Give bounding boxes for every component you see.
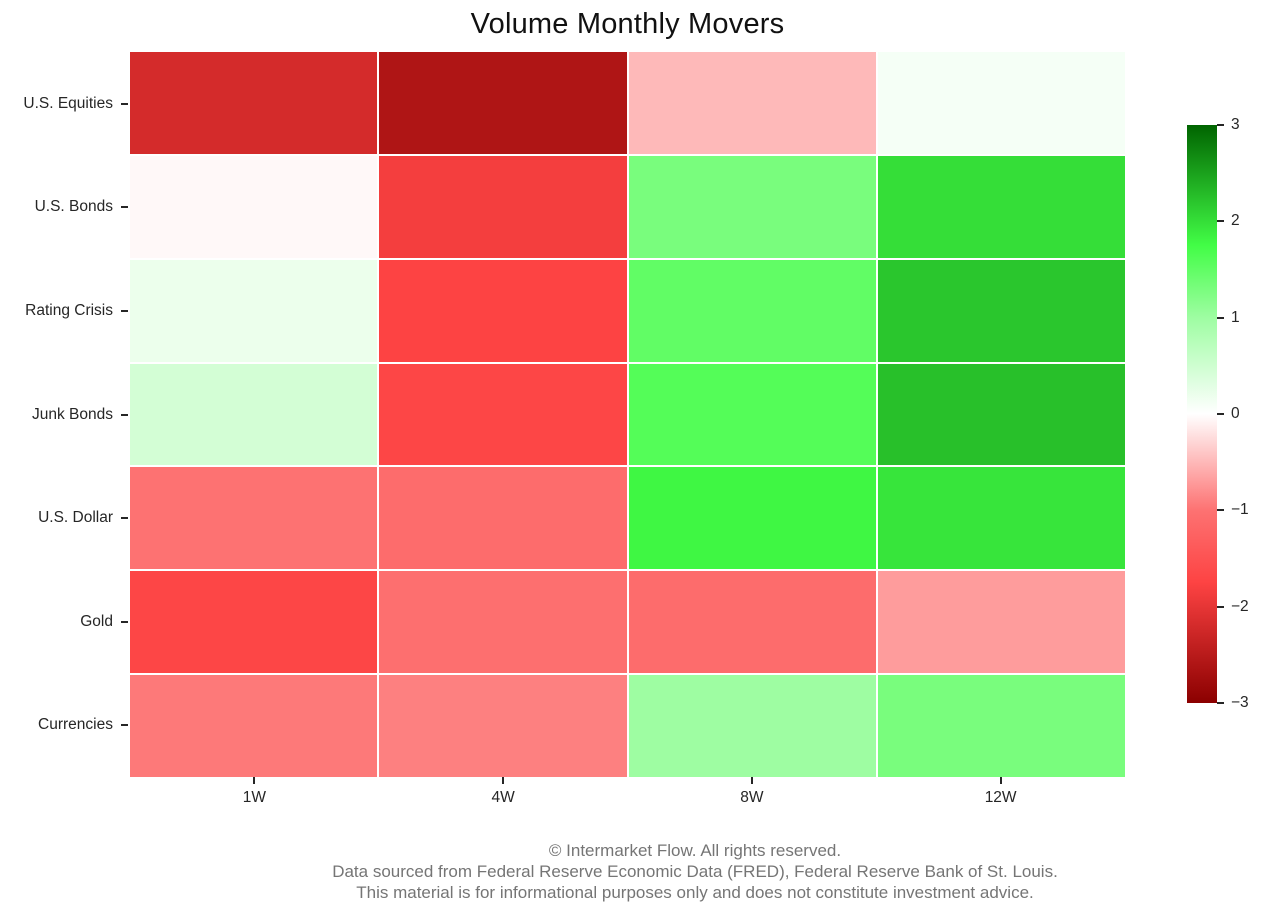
- heatmap-cell-5-0: [130, 571, 378, 674]
- x-axis-label: 1W: [242, 789, 266, 806]
- chart-title: Volume Monthly Movers: [470, 8, 785, 40]
- heatmap-cell-2-0: [130, 259, 378, 362]
- heatmap-cell-3-1: [379, 363, 627, 466]
- heatmap-cell-4-3: [877, 467, 1125, 570]
- y-axis-label: Junk Bonds: [32, 405, 113, 423]
- x-axis-label: 8W: [740, 789, 764, 806]
- footer-line: © Intermarket Flow. All rights reserved.: [548, 841, 842, 860]
- colorbar-tick-label: −2: [1231, 597, 1249, 615]
- colorbar-tick-label: −1: [1231, 501, 1249, 519]
- heatmap-cell-6-1: [379, 675, 627, 777]
- colorbar-tick-label: 1: [1231, 308, 1240, 326]
- heatmap-cell-4-1: [379, 467, 627, 570]
- colorbar-tick: [1217, 605, 1224, 608]
- heatmap-cell-3-0: [130, 363, 378, 466]
- heatmap-cell-4-2: [628, 467, 876, 570]
- y-axis-label: U.S. Equities: [23, 94, 113, 112]
- heatmap-cell-0-0: [130, 52, 378, 154]
- x-axis-tick: [999, 777, 1002, 784]
- heatmap-cell-0-1: [379, 52, 627, 154]
- y-axis-label: U.S. Dollar: [38, 509, 113, 527]
- heatmap-cell-2-3: [877, 259, 1125, 362]
- y-axis-label: Rating Crisis: [25, 301, 113, 319]
- y-axis-tick: [121, 309, 128, 312]
- colorbar-tick: [1217, 702, 1224, 704]
- x-axis-tick: [253, 777, 256, 784]
- y-axis-tick: [121, 724, 128, 727]
- y-axis-label: Currencies: [38, 716, 113, 734]
- heatmap-cell-2-2: [628, 259, 876, 362]
- y-axis-tick: [121, 620, 128, 623]
- colorbar-tick: [1217, 413, 1224, 415]
- colorbar-tick-label: 3: [1231, 116, 1240, 133]
- heatmap-cell-1-2: [628, 155, 876, 258]
- heatmap-cell-6-0: [130, 675, 378, 777]
- colorbar-tick: [1217, 509, 1224, 512]
- heatmap-cell-5-2: [628, 571, 876, 674]
- heatmap-cell-3-3: [877, 363, 1125, 466]
- heatmap-cell-2-1: [379, 259, 627, 362]
- heatmap-cell-6-3: [877, 675, 1125, 777]
- heatmap-cell-6-2: [628, 675, 876, 777]
- x-axis-tick: [750, 777, 753, 784]
- heatmap-cell-4-0: [130, 467, 378, 570]
- heatmap-cell-1-3: [877, 155, 1125, 258]
- x-axis-tick: [502, 777, 505, 784]
- footer-line: Data sourced from Federal Reserve Econom…: [332, 862, 1058, 881]
- x-axis-label: 4W: [491, 789, 515, 806]
- y-axis-label: Gold: [80, 612, 113, 630]
- y-axis-label: U.S. Bonds: [34, 198, 113, 216]
- y-axis-tick: [121, 517, 128, 520]
- heatmap-cell-1-0: [130, 155, 378, 258]
- footer: © Intermarket Flow. All rights reserved.…: [128, 840, 1262, 903]
- colorbar-tick-label: −3: [1231, 694, 1249, 711]
- y-axis-tick: [121, 206, 128, 209]
- heatmap-cell-3-2: [628, 363, 876, 466]
- heatmap: [130, 52, 1125, 777]
- heatmap-cell-0-3: [877, 52, 1125, 154]
- heatmap-cell-5-3: [877, 571, 1125, 674]
- colorbar-tick: [1217, 220, 1224, 223]
- heatmap-cell-0-2: [628, 52, 876, 154]
- footer-line: This material is for informational purpo…: [356, 883, 1034, 902]
- y-axis-tick: [121, 102, 128, 105]
- colorbar-tick: [1217, 124, 1224, 126]
- x-axis-label: 12W: [984, 789, 1017, 806]
- colorbar-tick: [1217, 316, 1224, 319]
- heatmap-cell-5-1: [379, 571, 627, 674]
- heatmap-cell-1-1: [379, 155, 627, 258]
- colorbar-tick-label: 0: [1231, 405, 1240, 422]
- colorbar: [1187, 125, 1217, 703]
- y-axis-tick: [121, 413, 128, 416]
- colorbar-tick-label: 2: [1231, 212, 1240, 230]
